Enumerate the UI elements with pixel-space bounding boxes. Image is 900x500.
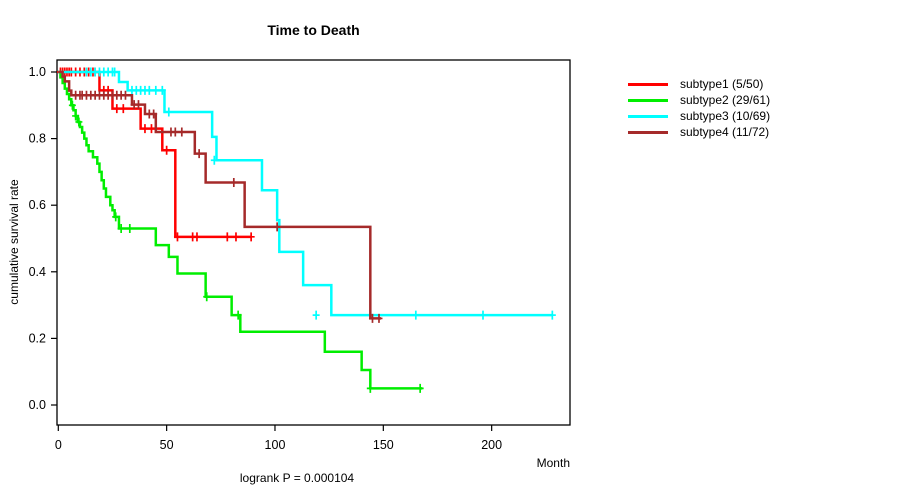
survival-curve-subtype1 bbox=[58, 70, 252, 239]
censor-marks-subtype3 bbox=[82, 67, 556, 320]
x-tick-label: 200 bbox=[481, 438, 502, 452]
y-tick-label: 0.0 bbox=[29, 398, 46, 412]
legend-label-subtype3: subtype3 (10/69) bbox=[680, 109, 771, 123]
censor-marks-subtype4 bbox=[72, 90, 383, 323]
legend-line-subtype2 bbox=[628, 98, 668, 102]
plot-border bbox=[56, 59, 571, 426]
legend-line-subtype1 bbox=[628, 82, 668, 86]
survival-curve-subtype2 bbox=[58, 70, 423, 390]
survival-curve-subtype3 bbox=[58, 70, 553, 317]
legend-label-subtype1: subtype1 (5/50) bbox=[680, 77, 764, 91]
legend-item-subtype2: subtype2 (29/61) bbox=[628, 92, 770, 108]
y-tick-label: 1.0 bbox=[29, 65, 46, 79]
legend-item-subtype4: subtype4 (11/72) bbox=[628, 124, 770, 140]
y-tick-label: 0.8 bbox=[29, 132, 46, 146]
x-tick-label: 100 bbox=[265, 438, 286, 452]
x-axis-title: Month bbox=[536, 456, 570, 470]
legend-line-subtype3 bbox=[628, 114, 668, 118]
y-tick-label: 0.4 bbox=[29, 265, 46, 279]
x-tick-label: 50 bbox=[160, 438, 174, 452]
legend-item-subtype1: subtype1 (5/50) bbox=[628, 76, 770, 92]
logrank-p-text: logrank P = 0.000104 bbox=[239, 471, 355, 485]
survival-curve-subtype4 bbox=[58, 70, 382, 320]
y-tick-label: 0.2 bbox=[29, 331, 46, 345]
legend-line-subtype4 bbox=[628, 130, 668, 134]
legend-item-subtype3: subtype3 (10/69) bbox=[628, 108, 770, 124]
legend: subtype1 (5/50) subtype2 (29/61) subtype… bbox=[628, 76, 770, 140]
legend-label-subtype4: subtype4 (11/72) bbox=[680, 125, 770, 139]
censor-marks-subtype2 bbox=[68, 100, 424, 393]
chart-title: Time to Death bbox=[267, 22, 360, 38]
x-tick-label: 0 bbox=[55, 438, 62, 452]
x-tick-label: 150 bbox=[373, 438, 394, 452]
y-tick-label: 0.6 bbox=[29, 198, 46, 212]
legend-label-subtype2: subtype2 (29/61) bbox=[680, 93, 771, 107]
